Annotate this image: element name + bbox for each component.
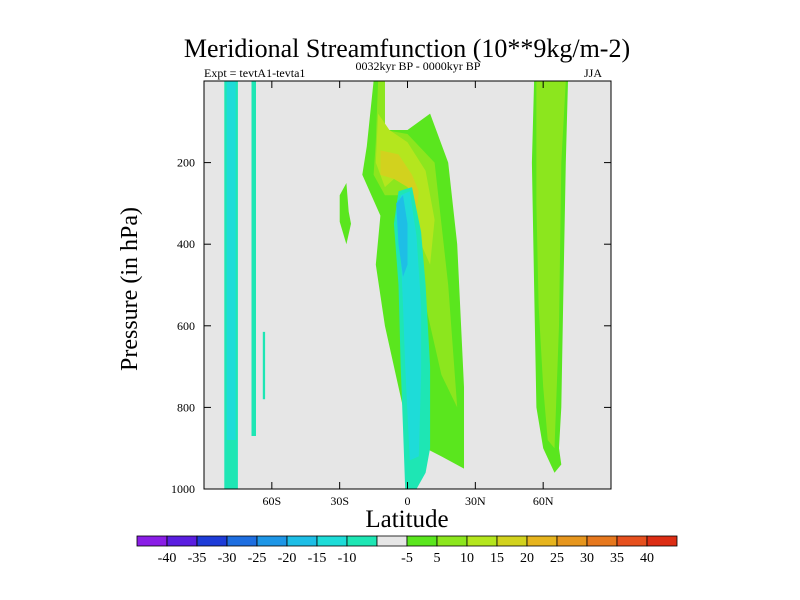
x-tick-label: 0	[405, 494, 411, 508]
contour-north-core	[536, 81, 566, 449]
contour-tropical-max	[380, 150, 419, 216]
y-tick-label: 600	[177, 319, 195, 333]
colorbar-label: 40	[640, 551, 654, 566]
period-label: 0032kyr BP - 0000kyr BP	[356, 59, 481, 73]
x-axis-label: Latitude	[365, 506, 448, 533]
y-axis-label: Pressure (in hPa)	[117, 207, 143, 371]
colorbar-label: 10	[460, 551, 474, 566]
x-tick-label: 60S	[262, 494, 281, 508]
colorbar-label: 25	[550, 551, 564, 566]
colorbar-label: 15	[490, 551, 504, 566]
season-label: JJA	[584, 66, 602, 80]
colorbar-label: -15	[308, 551, 327, 566]
colorbar-swatch	[376, 535, 408, 547]
colorbar-label: -10	[338, 551, 357, 566]
colorbar-swatch	[616, 535, 648, 547]
y-tick-label: 800	[177, 400, 195, 414]
colorbar-swatch	[496, 535, 528, 547]
colorbar-swatch	[196, 535, 228, 547]
colorbar-label: -40	[158, 551, 177, 566]
colorbar-swatch	[556, 535, 588, 547]
contour-tropical-west-patch	[339, 183, 351, 245]
colorbar-label: -5	[401, 551, 413, 566]
colorbar-label: 35	[610, 551, 624, 566]
colorbar-label: -30	[218, 551, 237, 566]
colorbar-label: 30	[580, 551, 594, 566]
colorbar-label: 20	[520, 551, 534, 566]
contour-south-polar-core	[226, 81, 236, 440]
contour-south-sliver	[262, 331, 266, 400]
colorbar-label: -35	[188, 551, 207, 566]
contour-tropical-south-peak	[396, 195, 408, 277]
colorbar-swatch	[406, 535, 438, 547]
colorbar: -40 -35 -30 -25 -20 -15 -10 -5 5 10 15 20 25 30 35 40	[136, 535, 678, 566]
x-tick-label: 30N	[465, 494, 486, 508]
colorbar-swatch	[466, 535, 498, 547]
colorbar-label: -25	[248, 551, 267, 566]
colorbar-swatch	[586, 535, 618, 547]
axis-ticks: 60S 30S 0 30N 60N 200 400 600 800 1000	[171, 81, 611, 508]
y-tick-label: 1000	[171, 482, 195, 496]
colorbar-swatch	[136, 535, 168, 547]
x-tick-label: 60N	[533, 494, 554, 508]
colorbar-label: 5	[434, 551, 441, 566]
chart-title: Meridional Streamfunction (10**9kg/m-2)	[184, 34, 630, 63]
colorbar-swatch	[256, 535, 288, 547]
y-tick-label: 400	[177, 237, 195, 251]
colorbar-swatch	[166, 535, 198, 547]
colorbar-swatch	[526, 535, 558, 547]
colorbar-swatch	[226, 535, 258, 547]
colorbar-swatch	[316, 535, 348, 547]
contour-regions	[224, 81, 568, 489]
experiment-label: Expt = tevtA1-tevta1	[204, 66, 305, 80]
colorbar-swatch	[436, 535, 468, 547]
colorbar-label: -20	[278, 551, 297, 566]
y-tick-label: 200	[177, 156, 195, 170]
colorbar-swatch	[286, 535, 318, 547]
colorbar-swatch	[346, 535, 378, 547]
x-tick-label: 30S	[330, 494, 349, 508]
contour-south-strip	[251, 81, 256, 436]
colorbar-swatch	[646, 535, 678, 547]
